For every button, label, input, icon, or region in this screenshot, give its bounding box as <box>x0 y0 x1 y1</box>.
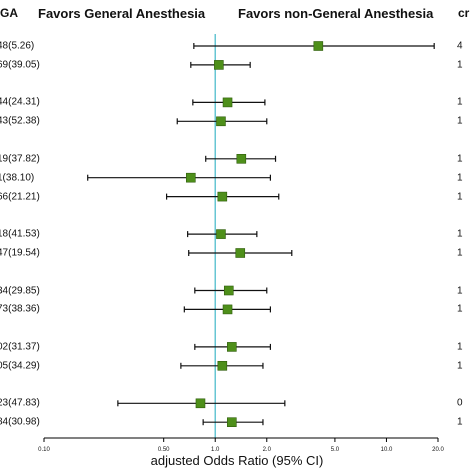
x-tick-label: 5.0 <box>331 447 340 453</box>
right-column-header: cr <box>458 6 470 20</box>
odds-ratio-marker <box>235 248 246 258</box>
odds-ratio-marker <box>222 304 233 315</box>
row-right-value: 1 <box>457 191 463 203</box>
row-right-value: 1 <box>457 360 463 372</box>
x-tick-label: 1.0 <box>211 447 220 453</box>
row-label: 19(37.82) <box>0 153 40 165</box>
row-right-value: 1 <box>457 96 463 108</box>
odds-ratio-marker <box>227 417 237 428</box>
row-right-value: 1 <box>457 172 463 184</box>
odds-ratio-marker <box>195 398 206 409</box>
row-label: 47(19.54) <box>0 247 40 259</box>
row-right-value: 1 <box>457 341 463 353</box>
row-label: 48(5.26) <box>0 40 35 52</box>
odds-ratio-marker <box>223 285 234 296</box>
row-label: 73(38.36) <box>0 303 40 315</box>
x-tick-label: 2.0 <box>263 447 272 453</box>
x-tick-label: 0.10 <box>38 447 50 453</box>
odds-ratio-marker <box>313 41 324 51</box>
row-label: 1(38.10) <box>0 172 35 184</box>
odds-ratio-marker <box>222 97 233 108</box>
x-tick-label: 10.0 <box>381 447 393 453</box>
row-label: 23(47.83) <box>0 397 40 409</box>
odds-ratio-marker <box>185 172 196 183</box>
row-right-value: 1 <box>457 247 463 259</box>
odds-ratio-marker <box>216 116 226 127</box>
row-right-value: 1 <box>457 115 463 127</box>
favors-ga-header: Favors General Anesthesia <box>38 6 206 21</box>
row-label: 84(30.98) <box>0 416 40 428</box>
row-label: 69(39.05) <box>0 59 40 71</box>
odds-ratio-marker <box>236 154 247 164</box>
odds-ratio-marker <box>216 229 226 239</box>
row-right-value: 1 <box>457 303 463 315</box>
row-label: 34(29.85) <box>0 285 40 296</box>
row-label: 44(24.31) <box>0 96 40 108</box>
row-label: 66(21.21) <box>0 191 40 203</box>
left-column-header: GA <box>0 6 18 20</box>
row-right-value: 1 <box>457 416 463 428</box>
x-axis-label: adjusted Odds Ratio (95% CI) <box>150 453 324 468</box>
favors-non-ga-header: Favors non-General Anesthesia <box>238 6 434 21</box>
x-tick-label: 20.0 <box>432 447 444 453</box>
row-label: 43(52.38) <box>0 115 40 127</box>
x-tick-label: 0.50 <box>158 447 170 453</box>
row-right-value: 4 <box>457 40 463 52</box>
row-label: 18(41.53) <box>0 228 40 240</box>
odds-ratio-marker <box>227 342 237 352</box>
row-right-value: 1 <box>457 228 463 240</box>
odds-ratio-marker <box>217 360 228 371</box>
row-right-value: 0 <box>457 397 463 409</box>
odds-ratio-marker <box>217 191 228 202</box>
row-right-value: 1 <box>457 153 463 165</box>
row-right-value: 1 <box>457 59 463 71</box>
row-label: 05(34.29) <box>0 360 40 372</box>
odds-ratio-marker <box>214 60 224 70</box>
row-label: 02(31.37) <box>0 341 40 353</box>
row-right-value: 1 <box>457 285 463 296</box>
